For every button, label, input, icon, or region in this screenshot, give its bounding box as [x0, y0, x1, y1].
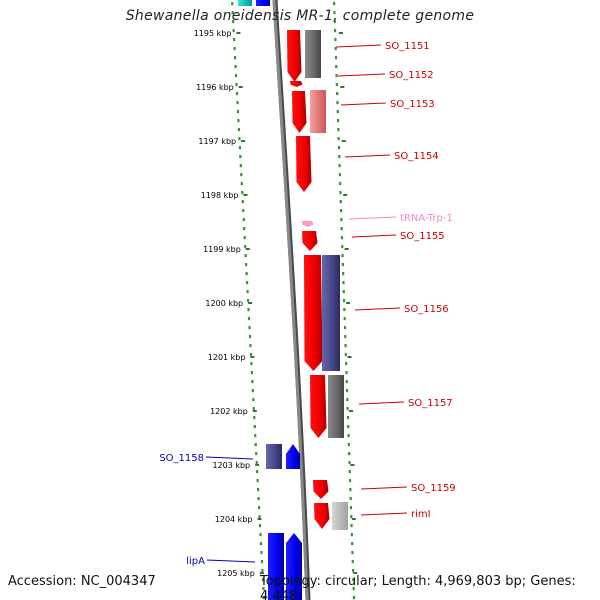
label-leader-so-1153 [340, 102, 387, 106]
scale-label: 1202 kbp [210, 407, 248, 416]
gene-arrow-so1153[interactable] [292, 91, 307, 133]
label-leader-so-1156 [354, 307, 401, 311]
gene-label-so-1155[interactable]: SO_1155 [400, 231, 445, 242]
scale-tick [341, 140, 346, 142]
gene-arrow-so1155[interactable] [302, 231, 318, 251]
scale-tick [353, 572, 358, 574]
gene-arrow-so1154[interactable] [296, 136, 312, 192]
gene-arrow-so1152[interactable] [290, 81, 303, 87]
scale-label: 1196 kbp [196, 83, 234, 92]
label-leader-lipa [206, 559, 256, 563]
label-leader-so-1155 [351, 234, 397, 238]
scale-tick [344, 248, 349, 250]
homolog-block[interactable] [268, 533, 284, 600]
scale-tick [248, 302, 253, 304]
gene-arrow-so1158[interactable] [286, 444, 300, 469]
gene-arrow-so1156[interactable] [304, 255, 323, 371]
gene-arrow-trna-trp-1[interactable] [302, 221, 314, 227]
gene-label-so-1156[interactable]: SO_1156 [404, 304, 449, 315]
label-leader-so-1157 [358, 401, 405, 405]
genome-backbone [272, 0, 309, 600]
homolog-block[interactable] [332, 502, 348, 530]
accession-label: Accession: NC_004347 [8, 574, 156, 589]
scale-label: 1201 kbp [208, 353, 246, 362]
gene-label-so-1152[interactable]: SO_1152 [389, 70, 434, 81]
scale-tick [257, 518, 262, 520]
label-leader-so-1154 [344, 154, 391, 158]
scale-label: 1205 kbp [217, 569, 255, 578]
gene-label-so-1158[interactable]: SO_1158 [159, 453, 204, 464]
gene-label-trna-trp-1[interactable]: tRNA-Trp-1 [400, 213, 453, 224]
homolog-block[interactable] [305, 30, 321, 78]
homolog-block[interactable] [322, 255, 340, 371]
label-leader-so-1158 [205, 456, 254, 460]
homolog-block[interactable] [328, 375, 344, 438]
scale-tick [245, 248, 250, 250]
scale-tick [343, 194, 348, 196]
gene-label-so-1151[interactable]: SO_1151 [385, 41, 430, 52]
label-leader-so-1151 [335, 44, 382, 48]
gene-label-so-1153[interactable]: SO_1153 [390, 99, 435, 110]
scale-tick [347, 356, 352, 358]
scale-label: 1198 kbp [201, 191, 239, 200]
scale-label: 1197 kbp [198, 137, 236, 146]
scale-label: 1195 kbp [194, 29, 232, 38]
scale-tick [243, 194, 248, 196]
gene-label-so-1154[interactable]: SO_1154 [394, 151, 439, 162]
scale-label: 1200 kbp [205, 299, 243, 308]
gene-arrow-rimi[interactable] [314, 503, 330, 529]
gene-label-rimi[interactable]: rimI [411, 509, 431, 520]
scale-tick [250, 356, 255, 358]
gene-arrow-partial[interactable] [256, 0, 270, 6]
label-leader-rimi [360, 512, 408, 516]
gene-label-lipa[interactable]: lipA [186, 556, 205, 567]
scale-tick [236, 32, 241, 34]
label-leader-so-1159 [360, 486, 408, 490]
homolog-block[interactable] [310, 90, 326, 133]
scale-ring-left [231, 2, 265, 600]
scale-tick [252, 410, 257, 412]
gene-arrow-partial[interactable] [238, 0, 252, 6]
scale-tick [348, 410, 353, 412]
label-leader-so-1152 [337, 73, 386, 77]
gene-arrow-so1151[interactable] [287, 30, 302, 82]
scale-label: 1203 kbp [212, 461, 250, 470]
label-leader-trna-trp-1 [348, 216, 397, 220]
scale-tick [351, 518, 356, 520]
scale-tick [259, 572, 264, 574]
topology-summary: Topology: circular; Length: 4,969,803 bp… [260, 574, 576, 600]
scale-tick [350, 464, 355, 466]
gene-label-so-1159[interactable]: SO_1159 [411, 483, 456, 494]
gene-arrow-so1157[interactable] [310, 375, 327, 438]
gene-arrow-lipa[interactable] [286, 533, 302, 600]
gene-label-so-1157[interactable]: SO_1157 [408, 398, 453, 409]
homolog-block[interactable] [266, 444, 282, 469]
scale-tick [340, 86, 345, 88]
scale-tick [238, 86, 243, 88]
scale-tick [346, 302, 351, 304]
scale-label: 1204 kbp [215, 515, 253, 524]
scale-tick [241, 140, 246, 142]
scale-label: 1199 kbp [203, 245, 241, 254]
scale-tick [338, 32, 343, 34]
scale-ring-right [333, 2, 356, 600]
scale-tick [255, 464, 260, 466]
genome-title: Shewanella oneidensis MR-1, complete gen… [125, 8, 475, 24]
gene-arrow-so1159[interactable] [313, 480, 329, 499]
